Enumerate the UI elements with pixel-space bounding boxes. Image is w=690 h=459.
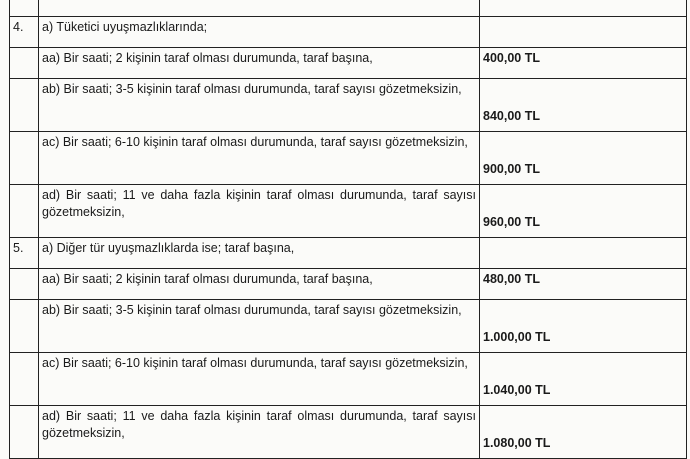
- row-fee: 1.000,00 TL: [479, 299, 687, 353]
- row-fee: 900,00 TL: [479, 131, 687, 185]
- table-row: ab) Bir saati; 3-5 kişinin taraf olması …: [9, 299, 687, 353]
- row-fee: 400,00 TL: [479, 47, 687, 79]
- table-row: ad) Bir saati; 11 ve daha fazla kişinin …: [9, 405, 687, 459]
- row-text: ac) Bir saati; 6-10 kişinin taraf olması…: [38, 352, 480, 406]
- row-number: [9, 78, 39, 132]
- row-fee: [479, 16, 687, 48]
- row-number: [9, 299, 39, 353]
- row-fee: 1.080,00 TL: [479, 405, 687, 459]
- row-text: ab) Bir saati; 3-5 kişinin taraf olması …: [38, 78, 480, 132]
- table-row: ab) Bir saati; 3-5 kişinin taraf olması …: [9, 78, 687, 132]
- row-number: [9, 184, 39, 238]
- table-row: aa) Bir saati; 2 kişinin taraf olması du…: [9, 268, 687, 300]
- row-number: [9, 268, 39, 300]
- row-number: [9, 405, 39, 459]
- row-number: [9, 47, 39, 79]
- row-fee: 840,00 TL: [479, 78, 687, 132]
- row-fee: 1.040,00 TL: [479, 352, 687, 406]
- row-text: ac) Bir saati; 6-10 kişinin taraf olması…: [38, 131, 480, 185]
- row-text: ad) Bir saati; 11 ve daha fazla kişinin …: [38, 405, 480, 459]
- row-number: [9, 131, 39, 185]
- table-row: ad) Bir saati; 11 ve daha fazla kişinin …: [9, 184, 687, 238]
- row-fee: 480,00 TL: [479, 268, 687, 300]
- row-number: 5.: [9, 237, 39, 269]
- row-text: a) Diğer tür uyuşmazlıklarda ise; taraf …: [38, 237, 480, 269]
- table-row: 4. a) Tüketici uyuşmazlıklarında;: [9, 16, 687, 48]
- row-text: ab) Bir saati; 3-5 kişinin taraf olması …: [38, 299, 480, 353]
- row-number: [9, 352, 39, 406]
- row-text: ad) Bir saati; 11 ve daha fazla kişinin …: [38, 184, 480, 238]
- table-row: 5. a) Diğer tür uyuşmazlıklarda ise; tara…: [9, 237, 687, 269]
- fee-table: 4. a) Tüketici uyuşmazlıklarında; aa) Bir…: [9, 0, 687, 459]
- table-row: aa) Bir saati; 2 kişinin taraf olması du…: [9, 47, 687, 79]
- row-fee: [479, 237, 687, 269]
- row-text: aa) Bir saati; 2 kişinin taraf olması du…: [38, 268, 480, 300]
- row-text: a) Tüketici uyuşmazlıklarında;: [38, 16, 480, 48]
- table-row-cutoff: [9, 0, 687, 17]
- row-number: 4.: [9, 16, 39, 48]
- row-fee: 960,00 TL: [479, 184, 687, 238]
- table-row: ac) Bir saati; 6-10 kişinin taraf olması…: [9, 131, 687, 185]
- table-row: ac) Bir saati; 6-10 kişinin taraf olması…: [9, 352, 687, 406]
- row-text: aa) Bir saati; 2 kişinin taraf olması du…: [38, 47, 480, 79]
